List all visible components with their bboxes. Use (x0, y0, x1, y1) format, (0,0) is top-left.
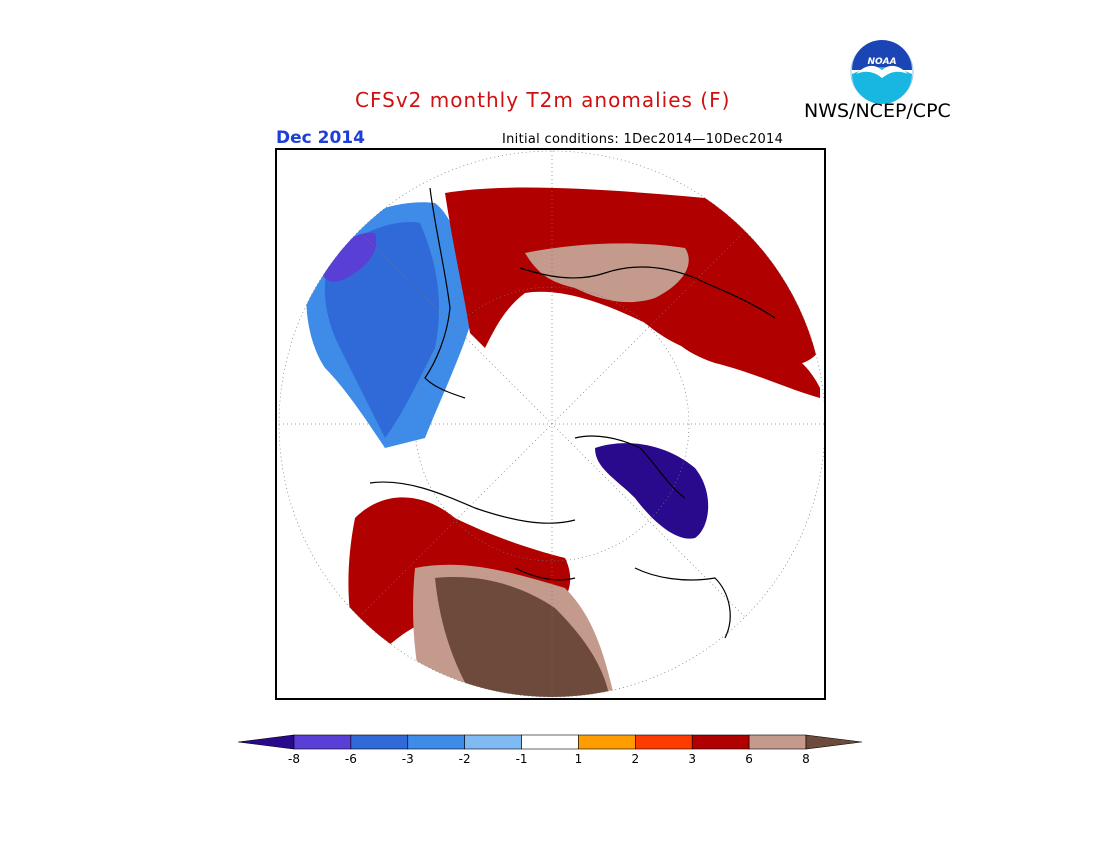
colorbar-bin-5 (521, 734, 579, 750)
region-greenland-deep (320, 232, 377, 282)
colorbar-tick-label: -2 (458, 752, 471, 766)
noaa-logo: NOAA (850, 40, 914, 104)
colorbar-tick-label: 8 (802, 752, 810, 766)
initial-conditions-label: Initial conditions: 1Dec2014—10Dec2014 (502, 132, 784, 147)
organization-label: NWS/NCEP/CPC (804, 100, 951, 122)
colorbar-bin-10 (805, 734, 862, 750)
colorbar-tick-label: 6 (745, 752, 753, 766)
colorbar-bin-9 (748, 734, 807, 750)
colorbar-tick-label: 1 (574, 752, 583, 766)
colorbar-tick-label: -3 (401, 752, 414, 766)
colorbar-bin-3 (407, 734, 465, 750)
region-siberia-cold (595, 443, 709, 539)
region-europe-warm (655, 308, 820, 398)
colorbar-tick-label: -8 (288, 752, 300, 766)
colorbar-tick-label: -1 (515, 752, 528, 766)
map-frame (275, 148, 826, 700)
coastlines (369, 187, 776, 639)
colorbar-bin-4 (464, 734, 522, 750)
colorbar-bin-1 (293, 734, 352, 750)
colorbar-tick-label: 3 (688, 752, 697, 766)
colorbar-bin-8 (691, 734, 750, 750)
colorbar-tick-label: 2 (631, 752, 640, 766)
colorbar-bin-2 (350, 734, 409, 750)
region-canada-extreme (435, 577, 610, 697)
valid-month-label: Dec 2014 (276, 128, 365, 148)
colorbar (238, 734, 862, 750)
polar-map (275, 148, 826, 700)
region-greenland-core (324, 222, 440, 438)
colorbar-bin-0 (238, 734, 295, 750)
colorbar-bin-7 (635, 734, 693, 750)
anomaly-fields (306, 187, 820, 697)
chart-title: CFSv2 monthly T2m anomalies (F) (355, 88, 731, 112)
colorbar-tick-label: -6 (344, 752, 357, 766)
colorbar-bin-6 (578, 734, 636, 750)
logo-text: NOAA (867, 57, 896, 67)
